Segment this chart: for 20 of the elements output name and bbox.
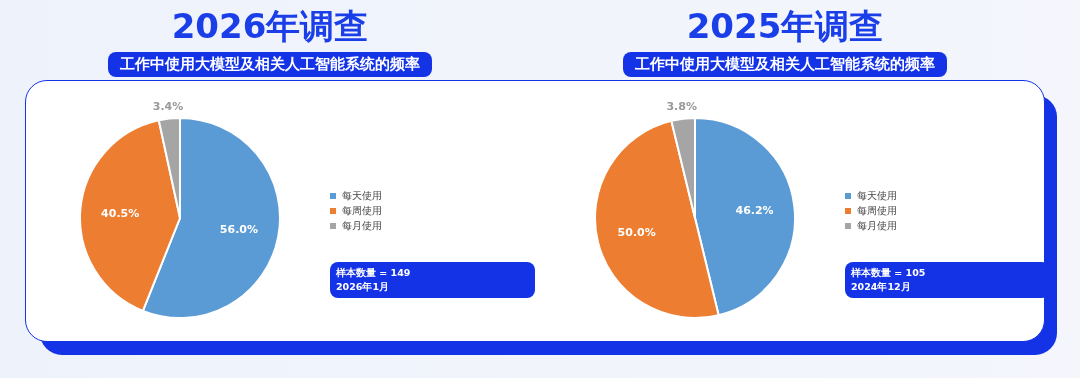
chart-title: 2026年调查 [170,5,370,48]
data-label: 40.5% [101,206,140,220]
chart-subtitle: 工作中使用大模型及相关人工智能系统的频率 [108,52,432,77]
legend-label: 每月使用 [342,218,382,233]
data-label: 46.2% [735,204,774,218]
legend-label: 每周使用 [857,203,897,218]
chart-title: 2025年调查 [685,5,885,48]
text: 样本数量 = 105 [851,266,927,280]
text: 2026年1月 [336,280,391,294]
data-label: 56.0% [219,222,258,236]
legend-label: 每月使用 [857,218,897,233]
legend-label: 每周使用 [342,203,382,218]
text: 2024年12月 [851,280,912,294]
legend-label: 每天使用 [342,188,382,203]
data-label: 3.4% [152,100,184,114]
data-label: 50.0% [617,225,656,239]
data-label: 3.8% [666,100,697,114]
legend-label: 每天使用 [857,188,897,203]
chart-subtitle: 工作中使用大模型及相关人工智能系统的频率 [623,52,947,77]
text: 样本数量 = 149 [336,266,412,280]
